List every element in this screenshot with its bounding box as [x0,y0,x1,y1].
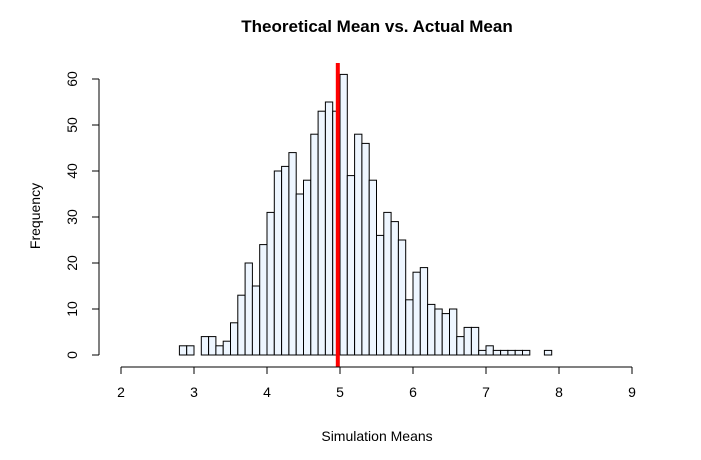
histogram-bar [441,313,451,356]
x-tick-label: 3 [190,384,198,400]
histogram-bar [346,175,356,356]
y-tick-label: 50 [64,117,80,133]
x-tick-label: 6 [409,384,417,400]
histogram-bar [178,345,188,356]
histogram-bar [456,336,465,356]
histogram-bar [310,133,319,356]
chart-title: Theoretical Mean vs. Actual Mean [241,17,512,36]
histogram-bar [543,349,553,356]
histogram-bar [215,345,224,356]
x-tick-label: 8 [555,384,563,400]
histogram-bar [412,271,421,356]
x-axis: 2 3 4 5 6 7 8 9 [117,366,636,400]
histogram-bar [376,234,385,356]
histogram-bar [405,299,414,356]
histogram-bar [500,349,509,356]
histogram-bar [478,349,487,356]
histogram-bar [427,303,436,356]
x-tick-label: 5 [336,384,344,400]
histogram-bar [390,221,399,356]
histogram-bar [303,179,312,356]
x-tick-label: 4 [263,384,271,400]
y-tick-label: 60 [64,71,80,87]
y-tick-label: 30 [64,209,80,225]
histogram-bar [434,308,443,356]
histogram-bar [186,345,195,356]
x-tick-label: 2 [117,384,125,400]
histogram-bar [470,326,480,356]
histogram-bar [368,179,378,356]
histogram-bar [222,340,231,356]
histogram-bar [354,133,363,356]
histogram-bar [266,211,275,356]
histogram-bar [288,152,297,356]
x-tick-label: 9 [628,384,636,400]
histogram-bar [361,142,370,356]
histogram-bar [449,308,458,356]
histogram-bar [295,193,305,356]
histogram-bar [324,101,334,356]
y-tick-label: 20 [64,255,80,271]
y-axis-label: Frequency [27,183,43,249]
histogram-bar [244,262,253,356]
x-axis-label: Simulation Means [321,428,432,444]
histogram-bar [317,110,326,356]
histogram-bar [492,349,502,356]
x-tick-label: 7 [482,384,490,400]
histogram-bar [273,170,283,356]
histogram-bar [200,336,210,356]
histogram-bar [463,326,472,356]
histogram-bar [522,349,531,356]
histogram-bar [281,165,290,356]
histogram-bar [237,294,246,356]
histogram-bars [178,73,553,356]
histogram-bar [251,285,261,356]
histogram-bar [259,244,268,356]
histogram-bar [230,322,239,356]
y-axis: 0 10 20 30 40 50 60 [64,71,100,359]
y-tick-label: 10 [64,301,80,317]
histogram-bar [514,349,524,356]
histogram-bar [419,267,429,356]
histogram-bar [339,73,348,356]
y-tick-label: 40 [64,163,80,179]
histogram-bar [208,336,217,356]
y-tick-label: 0 [64,351,80,359]
histogram-bar [507,349,516,356]
histogram-bar [397,239,407,356]
histogram-bar [485,345,494,356]
histogram-bar [383,211,392,356]
